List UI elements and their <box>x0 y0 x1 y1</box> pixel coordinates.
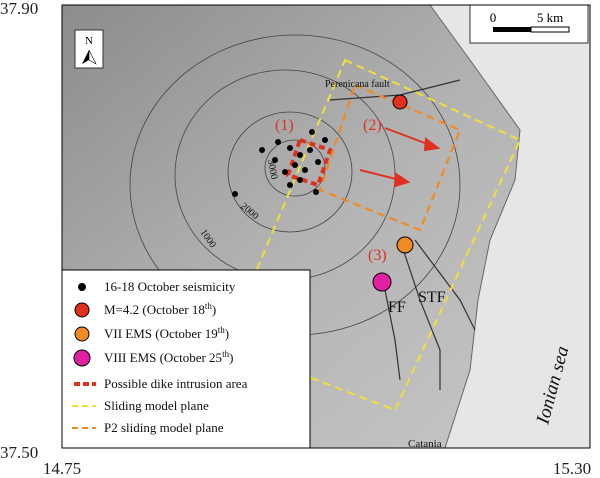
legend-label: VII EMS (October 19 <box>104 326 218 341</box>
north-arrow: N <box>74 29 104 69</box>
legend-label: P2 sliding model plane <box>104 420 224 435</box>
legend-entry: P2 sliding model plane <box>104 420 224 435</box>
frame <box>61 4 591 449</box>
fault-label: Perenicana fault <box>325 79 390 90</box>
dike-area <box>285 137 333 188</box>
arrow <box>384 127 431 146</box>
legend-label: VIII EMS (October 25 <box>104 350 222 365</box>
p2-sliding-plane <box>318 83 462 232</box>
legend-sup: th <box>218 325 226 335</box>
scale-bar: 0 5 km <box>469 4 589 44</box>
legend-symbol <box>74 302 90 318</box>
coastline <box>429 4 521 449</box>
legend-entry: Sliding model plane <box>104 398 209 413</box>
contour <box>227 111 353 233</box>
scale-label: 0 <box>490 10 497 25</box>
scale-label: 5 km <box>537 10 563 25</box>
city-label: Catania <box>408 438 442 450</box>
event <box>315 159 321 165</box>
north-box <box>74 29 104 69</box>
north-half <box>82 50 89 64</box>
north-half <box>88 49 97 65</box>
event <box>302 167 308 173</box>
lon-label: 15.30 <box>553 459 591 478</box>
legend-entry: 16-18 October seismicity <box>104 279 236 294</box>
m42-event <box>392 94 408 110</box>
legend-tail: ) <box>225 326 229 341</box>
scale-seg <box>530 26 570 33</box>
event <box>292 162 298 168</box>
zone-label: (3) <box>368 247 387 264</box>
fault-line <box>414 239 476 331</box>
event <box>275 139 281 145</box>
legend-tail: ) <box>229 350 233 365</box>
arrow <box>359 169 401 181</box>
legend-tail: ) <box>212 302 216 317</box>
scale-seg <box>493 27 531 32</box>
legend-label: 16-18 October seismicity <box>104 279 236 294</box>
zone-label: (1) <box>275 117 294 134</box>
legend-sup: th <box>222 349 230 359</box>
event <box>307 147 313 153</box>
scale-box <box>469 4 589 44</box>
event <box>297 152 303 158</box>
arrows <box>359 127 441 188</box>
event <box>272 157 278 163</box>
legend-label: M=4.2 (October 18 <box>104 302 205 317</box>
zone-label: (2) <box>363 117 382 134</box>
legend-texts: 16-18 October seismicity M=4.2 (October 1… <box>104 279 248 435</box>
legend-entry: Possible dike intrusion area <box>104 376 248 391</box>
event <box>322 137 328 143</box>
event <box>297 177 303 183</box>
viii-ems-event <box>372 272 392 292</box>
event <box>309 129 315 135</box>
legend-sup: th <box>205 301 213 311</box>
legend-entry: VIII EMS (October 25th) <box>104 349 233 365</box>
seismicity <box>232 129 328 197</box>
event <box>287 145 293 151</box>
legend-label: Sliding model plane <box>104 398 209 413</box>
fault-name: STF <box>418 289 446 306</box>
event <box>259 147 265 153</box>
lat-label: 37.90 <box>0 0 38 18</box>
sea <box>430 5 590 448</box>
event <box>313 189 319 195</box>
legend-box <box>61 269 311 449</box>
event <box>287 182 293 188</box>
legend-symbol <box>73 349 91 367</box>
lat-label: 37.50 <box>0 443 38 462</box>
faults <box>329 79 476 390</box>
event <box>282 169 288 175</box>
contour-label: 3000 <box>265 159 279 181</box>
arrow-head <box>423 137 441 152</box>
fault-line <box>384 289 401 381</box>
fault-name: FF <box>388 299 406 316</box>
lon-label: 14.75 <box>43 459 81 478</box>
legend-entry: M=4.2 (October 18th) <box>104 301 216 317</box>
legend-symbol <box>78 283 86 291</box>
legend-label: Possible dike intrusion area <box>104 376 248 391</box>
legend: 16-18 October seismicity M=4.2 (October 1… <box>61 269 311 449</box>
fault-line <box>399 239 441 390</box>
legend-symbol <box>74 326 90 342</box>
event <box>232 191 238 197</box>
legend-entry: VII EMS (October 19th) <box>104 325 229 341</box>
vii-ems-event <box>396 236 414 254</box>
north-label: N <box>85 35 93 47</box>
arrow-head <box>393 172 411 188</box>
